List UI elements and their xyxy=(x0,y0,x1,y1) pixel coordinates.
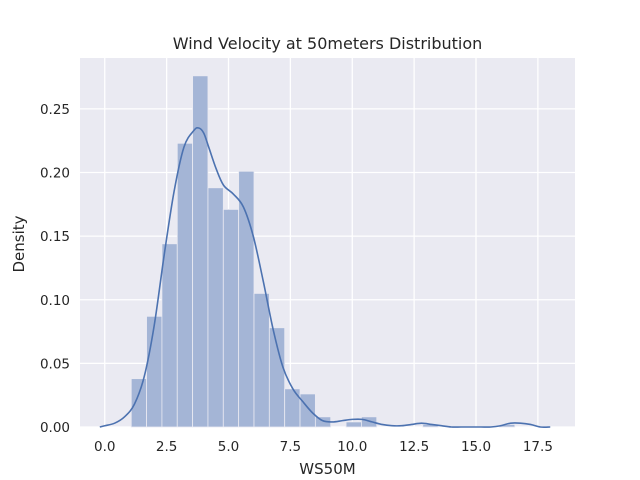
histogram-bar xyxy=(130,378,147,428)
x-tick-label: 7.5 xyxy=(280,439,301,455)
histogram-bar xyxy=(238,170,255,428)
histogram-bar xyxy=(161,243,178,428)
y-axis-label: Density xyxy=(10,215,28,272)
x-axis-label: WS50M xyxy=(299,460,355,478)
histogram-bars xyxy=(130,75,516,428)
y-tick-label: 0.10 xyxy=(40,293,70,309)
histogram-bar xyxy=(176,142,194,428)
histogram-bar xyxy=(253,292,270,428)
kde-curve xyxy=(99,126,551,428)
x-axis-ticks: 0.0 2.5 5.0 7.5 10.0 12.5 15.0 17.5 xyxy=(94,439,553,455)
y-tick-label: 0.25 xyxy=(40,102,70,118)
x-tick-label: 10.0 xyxy=(337,439,367,455)
x-tick-label: 15.0 xyxy=(461,439,491,455)
histogram-bar xyxy=(207,187,224,428)
y-tick-label: 0.00 xyxy=(40,420,70,436)
y-axis-ticks: 0.00 0.05 0.10 0.15 0.20 0.25 xyxy=(40,102,70,436)
chart-title: Wind Velocity at 50meters Distribution xyxy=(173,34,483,53)
y-tick-label: 0.20 xyxy=(40,166,70,182)
histogram-bar xyxy=(299,393,316,428)
histogram-bar xyxy=(146,315,163,428)
x-tick-label: 5.0 xyxy=(218,439,239,455)
histogram-bar xyxy=(268,327,286,428)
y-tick-label: 0.05 xyxy=(40,356,70,372)
x-tick-label: 2.5 xyxy=(156,439,177,455)
histogram-bar xyxy=(361,416,378,428)
y-tick-label: 0.15 xyxy=(40,229,70,245)
x-tick-label: 17.5 xyxy=(523,439,553,455)
x-tick-label: 0.0 xyxy=(94,439,115,455)
x-tick-label: 12.5 xyxy=(399,439,429,455)
histogram-bar xyxy=(345,421,362,428)
histogram-bar xyxy=(222,209,240,428)
